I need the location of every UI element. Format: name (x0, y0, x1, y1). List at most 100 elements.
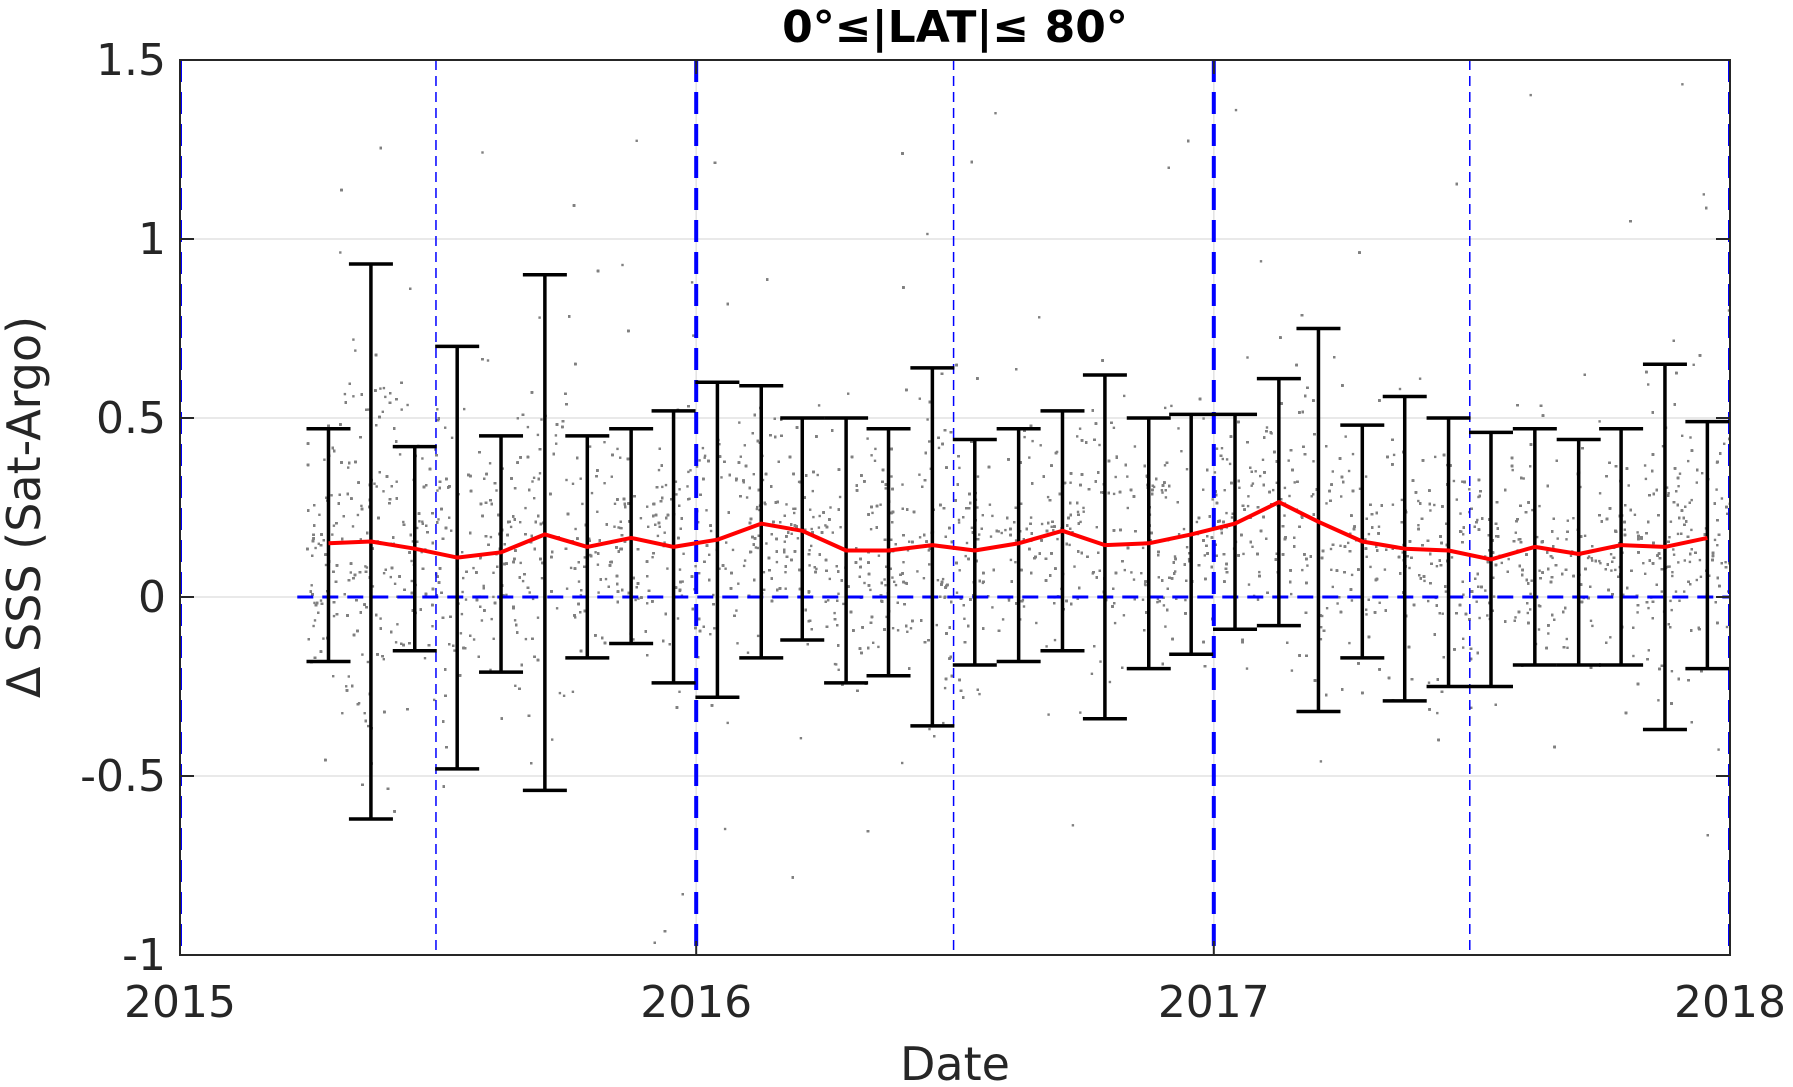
scatter-point (839, 526, 842, 529)
scatter-point (926, 418, 929, 421)
scatter-point (634, 598, 637, 602)
scatter-point (365, 566, 369, 569)
scatter-point (808, 564, 811, 567)
scatter-point (1132, 578, 1136, 581)
scatter-point (796, 537, 800, 540)
scatter-point (877, 554, 881, 557)
scatter-point (1152, 485, 1156, 489)
scatter-point (901, 483, 904, 486)
scatter-point (571, 690, 575, 693)
scatter-point (579, 594, 583, 597)
scatter-point (927, 549, 930, 552)
scatter-point (713, 627, 716, 630)
scatter-point (799, 737, 803, 740)
scatter-point (423, 657, 427, 660)
scatter-point (1378, 601, 1381, 604)
scatter-point (837, 592, 840, 595)
scatter-point (1283, 514, 1286, 517)
scatter-point (981, 514, 984, 517)
scatter-point (1035, 621, 1038, 625)
scatter-point (460, 612, 464, 616)
scatter-point (569, 566, 573, 570)
scatter-point (1692, 363, 1695, 366)
scatter-point (1400, 498, 1404, 502)
scatter-point (1029, 516, 1033, 519)
scatter-point (810, 527, 813, 531)
scatter-point (324, 563, 328, 567)
scatter-point (1695, 578, 1698, 582)
scatter-point (991, 514, 994, 518)
scatter-point (651, 556, 654, 559)
scatter-point (712, 593, 715, 597)
scatter-point (613, 525, 616, 528)
scatter-point (421, 457, 424, 460)
scatter-point (664, 483, 668, 487)
scatter-point (928, 440, 931, 443)
scatter-point (1160, 489, 1164, 492)
scatter-point (1126, 506, 1129, 510)
scatter-point (1162, 604, 1166, 607)
scatter-point (448, 516, 451, 519)
scatter-point (1507, 557, 1510, 561)
scatter-point (603, 441, 606, 444)
scatter-point (490, 617, 493, 621)
scatter-point (1517, 538, 1520, 541)
scatter-point (1529, 592, 1532, 596)
scatter-point (784, 571, 787, 574)
scatter-point (743, 444, 746, 447)
scatter-point (524, 637, 528, 641)
scatter-point (755, 507, 759, 511)
scatter-point (745, 496, 749, 499)
scatter-point (418, 520, 421, 523)
scatter-point (1551, 556, 1554, 560)
scatter-point (1246, 356, 1249, 359)
scatter-point (431, 625, 434, 628)
scatter-point (1215, 447, 1219, 450)
scatter-point (705, 509, 708, 512)
scatter-point (1676, 532, 1680, 536)
scatter-point (1590, 557, 1593, 560)
scatter-point (1098, 443, 1101, 447)
scatter-point (339, 251, 342, 254)
scatter-point (1095, 526, 1098, 529)
scatter-point (1556, 537, 1559, 540)
scatter-point (1213, 471, 1217, 474)
scatter-point (489, 535, 493, 539)
scatter-point (1636, 531, 1639, 534)
scatter-point (1417, 524, 1420, 527)
scatter-point (1040, 522, 1044, 526)
scatter-point (1647, 606, 1650, 610)
scatter-point (1230, 516, 1234, 519)
scatter-point (1223, 489, 1226, 492)
scatter-point (698, 459, 701, 462)
scatter-point (433, 698, 436, 702)
scatter-point (1674, 590, 1678, 593)
scatter-point (1180, 450, 1183, 453)
scatter-point (784, 587, 787, 590)
scatter-point (519, 561, 522, 565)
scatter-point (1408, 566, 1411, 570)
scatter-point (890, 475, 893, 478)
scatter-point (937, 446, 941, 450)
scatter-point (1293, 481, 1296, 484)
scatter-point (343, 392, 347, 396)
scatter-point (1108, 680, 1112, 684)
scatter-point (1164, 496, 1168, 499)
scatter-point (437, 518, 440, 521)
scatter-point (1644, 572, 1647, 575)
scatter-point (1450, 556, 1454, 559)
scatter-point (332, 524, 336, 527)
scatter-point (1050, 525, 1053, 528)
scatter-point (1429, 509, 1432, 512)
scatter-point (1470, 706, 1473, 709)
scatter-point (1468, 488, 1471, 491)
scatter-point (689, 469, 692, 472)
scatter-point (884, 584, 887, 587)
scatter-point (752, 473, 755, 476)
scatter-point (1441, 612, 1444, 615)
scatter-point (1068, 543, 1071, 547)
scatter-point (1433, 503, 1436, 507)
scatter-point (1365, 555, 1368, 558)
scatter-point (646, 505, 649, 508)
